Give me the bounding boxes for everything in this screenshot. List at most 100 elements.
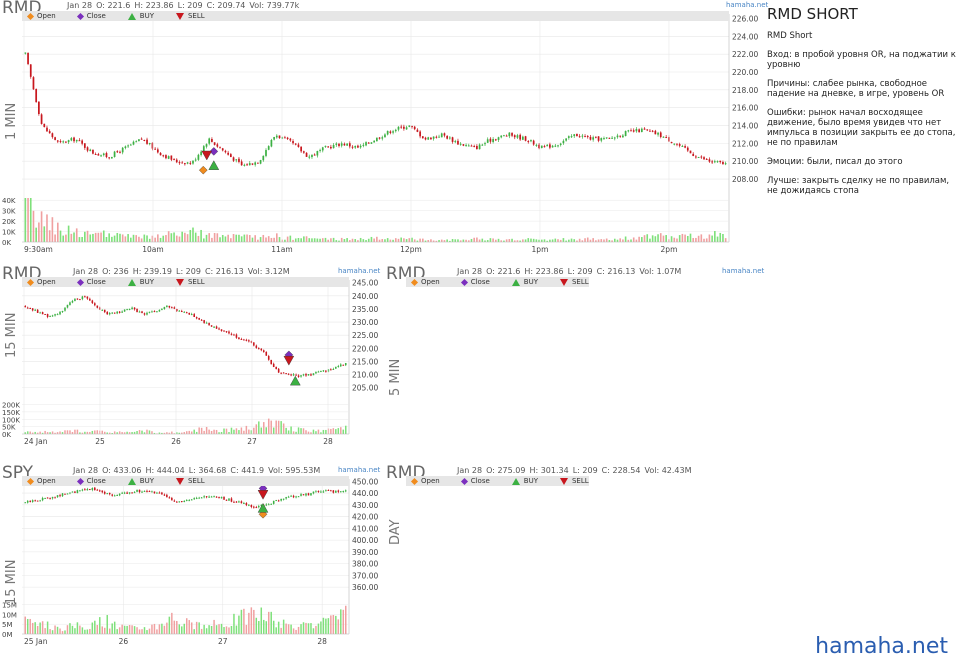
volume-bar (189, 229, 192, 242)
volume-bar (116, 629, 118, 634)
volume-bar (240, 609, 243, 634)
volume-bar (673, 237, 676, 242)
volume-bar (227, 234, 229, 242)
candle-body (66, 493, 69, 495)
volume-bar (190, 431, 193, 434)
volume-bar (335, 615, 337, 634)
candle-body (459, 143, 462, 145)
candle-body (127, 145, 129, 147)
volume-bar (173, 433, 176, 434)
candle-body (224, 150, 227, 153)
candle-body (46, 127, 48, 132)
volume-bar (51, 431, 54, 434)
chart-svg: 245.00 240.00 235.00 230.00 225.00 220.00 215.… (2, 279, 378, 446)
candle-body (158, 492, 161, 494)
price-tick-label: 216.00 (732, 104, 758, 113)
volume-bar (181, 626, 183, 634)
volume-bar (253, 609, 255, 634)
volume-bar (235, 234, 238, 242)
volume-bar (243, 608, 245, 634)
legend-buy-icon (127, 12, 136, 20)
volume-bar (27, 198, 29, 242)
candle-body (300, 146, 303, 152)
time-tick-label: 26 (171, 437, 181, 446)
volume-tick-label: 10M (2, 611, 17, 619)
candle-body (116, 311, 118, 314)
candle-body (343, 143, 346, 146)
candle-body (35, 89, 38, 103)
trade-marker-close (209, 147, 219, 156)
volume-bar (273, 237, 275, 242)
chart-rmd-1min: RMD 1 MIN Jan 28 O: 221.6 H: 223.86 L: 209 C… (0, 0, 769, 258)
candle-body (320, 491, 322, 493)
volume-bar (165, 235, 167, 242)
brand-label: hamaha.net (726, 1, 769, 9)
ohlc-low: L: 209 (175, 267, 201, 276)
volume-bar (530, 238, 532, 242)
candle-body (106, 493, 109, 495)
ohlc-high: H: 444.04 (145, 466, 185, 475)
candle-body (197, 154, 200, 160)
volume-bar (91, 430, 94, 434)
legend-buy-icon (127, 477, 136, 485)
volume-bar (34, 431, 36, 434)
volume-bar (238, 430, 240, 434)
candle-body (646, 129, 649, 131)
volume-bar (722, 233, 724, 242)
volume-bar (708, 234, 711, 242)
candle-body (570, 136, 573, 138)
candle-body (613, 137, 616, 139)
ohlc-volume: Vol: 42.43M (644, 466, 692, 475)
legend-item-open: Open (26, 12, 56, 20)
candle-body (183, 311, 186, 313)
volume-bar (302, 622, 305, 634)
volume-bar (305, 622, 307, 634)
candle-body (213, 142, 216, 145)
volume-bar (190, 622, 193, 634)
volume-bar (126, 431, 128, 434)
volume-bar (635, 239, 638, 242)
volume-tick-label: 30K (2, 208, 16, 216)
candle-body (59, 311, 61, 315)
volume-bar (138, 236, 140, 242)
candle-body (486, 139, 489, 143)
candle-body (67, 140, 70, 143)
chart-svg: 450.00 440.00 430.00 420.00 410.00 400.00 390.… (2, 477, 378, 646)
candle-body (497, 137, 500, 140)
volume-bar (557, 239, 559, 242)
volume-bar (43, 226, 46, 242)
candle-body (81, 489, 84, 491)
candle-body (113, 312, 116, 314)
candle-body (24, 52, 27, 54)
volume-bar (386, 238, 389, 242)
volume-bar (111, 236, 113, 242)
volume-bar (270, 237, 273, 242)
volume-bar (324, 237, 327, 242)
volume-bar (94, 430, 96, 434)
volume-bar (119, 233, 121, 242)
time-tick-label: 27 (247, 437, 257, 446)
candle-body (156, 149, 159, 153)
candle-body (649, 130, 651, 132)
volume-bar (267, 418, 270, 434)
chart-rmd-15min: RMD 15 MIN Jan 28 O: 236 H: 239.19 L: 209 C:… (0, 264, 383, 450)
volume-bar (492, 238, 494, 242)
candle-body (312, 373, 315, 376)
volume-bar (29, 431, 31, 434)
volume-bar (267, 236, 270, 242)
chart-legend: Open Close BUY SELL (406, 277, 589, 287)
price-tick-label: 222.00 (732, 50, 758, 59)
candle-body (83, 143, 86, 148)
candle-body (670, 141, 673, 144)
candle-body (294, 143, 297, 145)
volume-bar (272, 620, 275, 634)
volume-bar (250, 607, 253, 634)
candle-body (46, 314, 49, 318)
candle-body (151, 491, 153, 493)
candle-body (627, 130, 630, 132)
candle-body (400, 126, 403, 128)
volume-bar (143, 432, 146, 434)
candle-body (65, 141, 67, 143)
candle-body (373, 140, 376, 143)
footer-brand[interactable]: hamaha.net (815, 634, 948, 659)
